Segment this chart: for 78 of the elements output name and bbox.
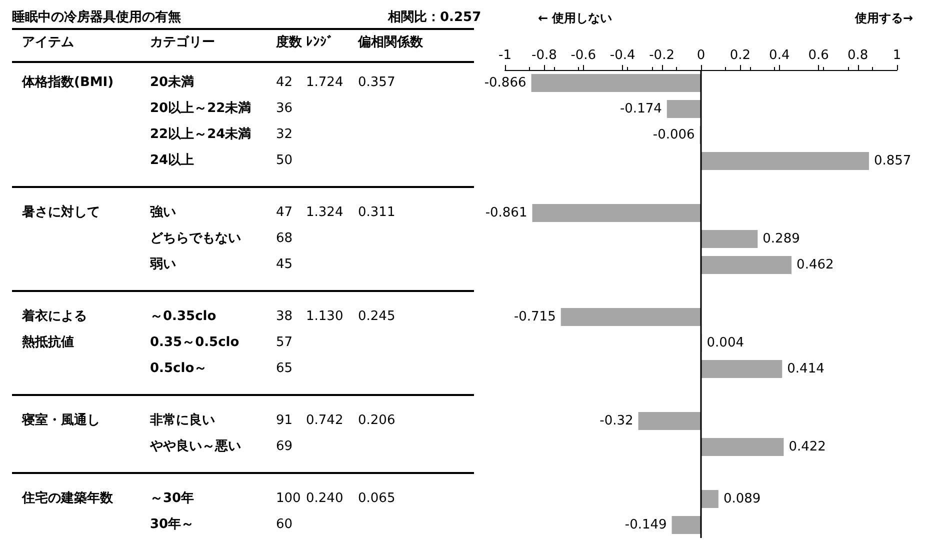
data-label: -0.149 <box>624 518 667 532</box>
text: 20以上～22未満 <box>150 101 252 117</box>
text: 69 <box>276 439 293 455</box>
text: 着衣による <box>22 309 87 325</box>
text: どちらでもない <box>150 231 241 247</box>
text: 36 <box>276 101 293 117</box>
text: カテゴリー <box>150 35 215 51</box>
text: 0.5clo～ <box>150 361 208 377</box>
x-tick-label: -1 <box>498 48 512 63</box>
text: アイテム <box>22 35 74 51</box>
data-label: 0.414 <box>787 362 824 376</box>
text: 57 <box>276 335 293 351</box>
text: 1.724 <box>306 75 344 91</box>
data-label: -0.174 <box>620 102 662 116</box>
data-label: 0.004 <box>706 336 744 350</box>
text: やや良い～悪い <box>150 439 241 455</box>
x-tick-label: -0.8 <box>532 48 557 63</box>
x-tick-label: 1 <box>892 48 902 63</box>
text: ← 使用しない <box>538 11 612 25</box>
text: 1.130 <box>306 309 344 325</box>
data-label: -0.861 <box>485 206 528 220</box>
data-label: -0.715 <box>514 310 556 324</box>
text: 0.742 <box>306 413 344 429</box>
text: 47 <box>276 205 293 221</box>
text: 0.240 <box>306 491 344 507</box>
x-tick-label: -0.6 <box>570 48 596 63</box>
text: 0.35～0.5clo <box>150 335 240 351</box>
text: 熱抵抗値 <box>22 335 74 351</box>
text: 非常に良い <box>150 413 215 429</box>
text: 60 <box>276 517 293 533</box>
text: 32 <box>276 127 293 143</box>
data-label: -0.866 <box>484 76 526 90</box>
text: 住宅の建築年数 <box>22 491 113 507</box>
x-tick-label: -0.4 <box>610 48 636 63</box>
text: 20未満 <box>150 75 194 91</box>
data-label: -0.32 <box>600 414 634 428</box>
text: 0.206 <box>358 413 396 429</box>
text: 38 <box>276 309 293 325</box>
text: ～0.35clo <box>150 309 216 325</box>
text: 22以上～24未満 <box>150 127 252 143</box>
data-label: 0.857 <box>874 154 912 168</box>
text: 体格指数(BMI) <box>22 75 114 91</box>
text: 0.065 <box>358 491 396 507</box>
text: 1.324 <box>306 205 344 221</box>
text: ﾚﾝｼﾞ <box>306 35 334 51</box>
text: 弱い <box>150 257 176 273</box>
x-tick-label: 0.6 <box>808 48 829 63</box>
data-label: 0.089 <box>723 492 761 506</box>
text: 91 <box>276 413 293 429</box>
data-label: 0.289 <box>762 232 800 246</box>
text: ～30年 <box>150 491 194 507</box>
text: 42 <box>276 75 293 91</box>
data-label: 0.462 <box>796 258 834 272</box>
text: 65 <box>276 361 293 377</box>
text: 偏相関係数 <box>358 35 423 51</box>
text: 寝室・風通し <box>22 413 100 429</box>
data-label: 0.422 <box>788 440 826 454</box>
text: 暑さに対して <box>22 205 100 221</box>
text: 度数 <box>276 35 302 51</box>
text: 50 <box>276 153 293 169</box>
text: 100 <box>276 491 301 507</box>
x-tick-label: 0.4 <box>769 48 790 63</box>
text: 強い <box>150 205 176 221</box>
text: 0.311 <box>358 205 396 221</box>
text: 睡眠中の冷房器具使用の有無 <box>12 10 181 26</box>
text: 0.357 <box>358 75 396 91</box>
text: 使用する→ <box>854 11 914 25</box>
x-tick-label: 0 <box>696 48 706 63</box>
text: 24以上 <box>150 153 194 169</box>
text: 45 <box>276 257 293 273</box>
x-tick-label: -0.2 <box>649 48 674 63</box>
text: 68 <box>276 231 293 247</box>
x-tick-label: 0.2 <box>730 48 751 63</box>
text: 相関比：0.257 <box>388 10 482 26</box>
text: 0.245 <box>358 309 396 325</box>
text: 30年～ <box>150 517 194 533</box>
data-label: -0.006 <box>652 128 695 142</box>
x-tick-label: 0.8 <box>847 48 868 63</box>
